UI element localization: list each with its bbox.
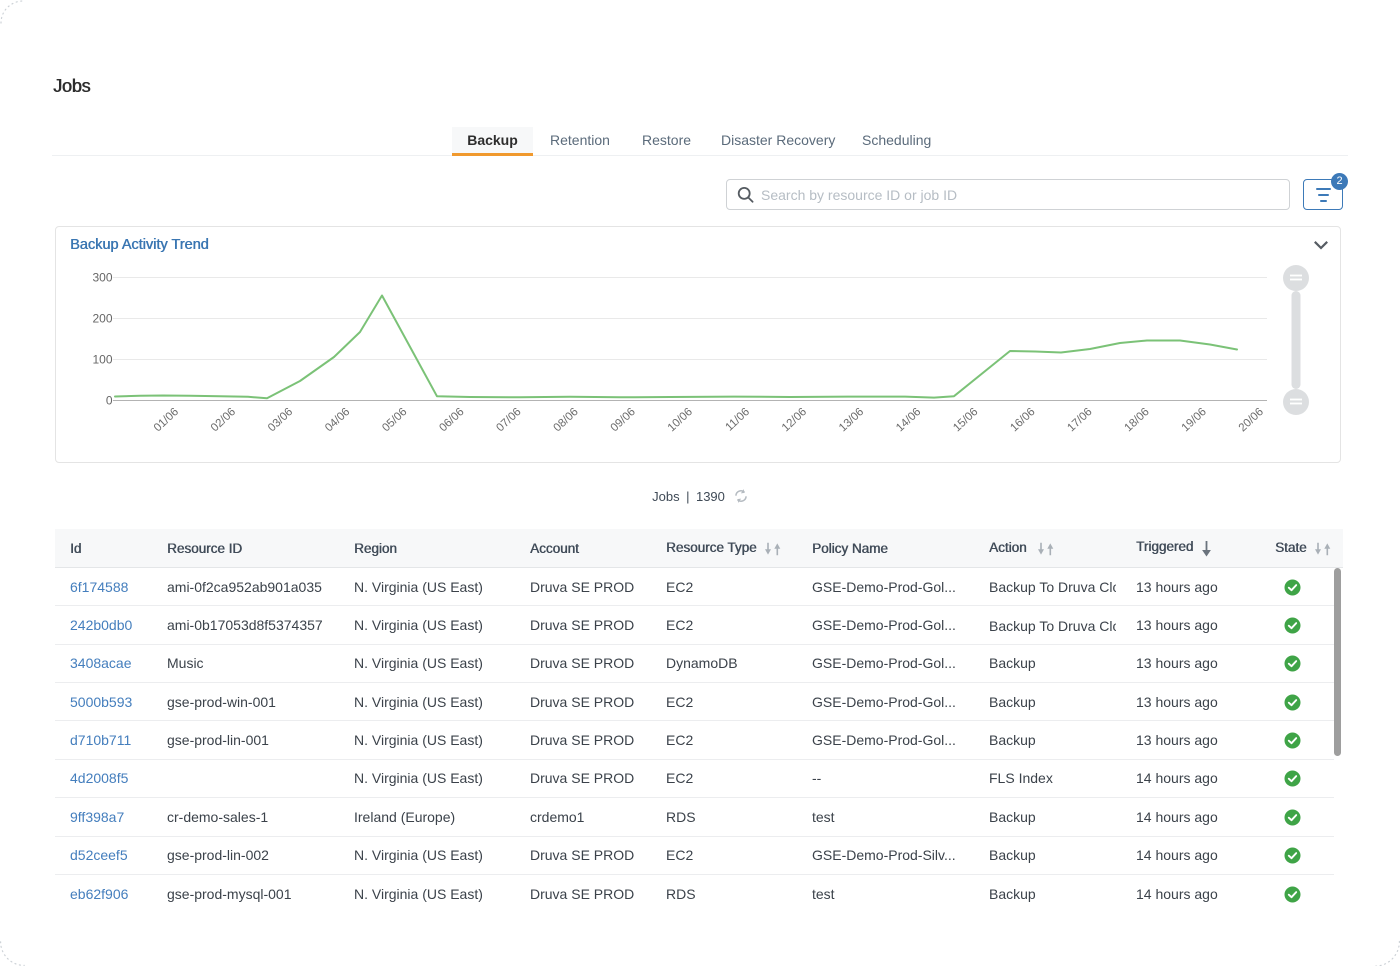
svg-text:14/06: 14/06 — [894, 406, 923, 434]
svg-text:13/06: 13/06 — [837, 406, 866, 434]
svg-text:10/06: 10/06 — [666, 406, 695, 434]
svg-text:02/06: 02/06 — [209, 406, 238, 434]
svg-text:100: 100 — [92, 353, 112, 367]
svg-text:16/06: 16/06 — [1008, 406, 1037, 434]
svg-text:0: 0 — [106, 394, 113, 408]
svg-text:17/06: 17/06 — [1065, 406, 1094, 434]
svg-text:07/06: 07/06 — [494, 406, 523, 434]
svg-text:01/06: 01/06 — [152, 406, 181, 434]
svg-text:20/06: 20/06 — [1237, 406, 1266, 434]
svg-text:18/06: 18/06 — [1123, 406, 1152, 434]
svg-text:06/06: 06/06 — [437, 406, 466, 434]
svg-text:08/06: 08/06 — [552, 406, 581, 434]
svg-text:03/06: 03/06 — [266, 406, 295, 434]
svg-text:15/06: 15/06 — [951, 406, 980, 434]
svg-text:09/06: 09/06 — [609, 406, 638, 434]
svg-text:04/06: 04/06 — [323, 406, 352, 434]
svg-text:05/06: 05/06 — [380, 406, 409, 434]
svg-text:12/06: 12/06 — [780, 406, 809, 434]
svg-text:200: 200 — [92, 312, 112, 326]
svg-text:300: 300 — [92, 271, 112, 285]
svg-text:11/06: 11/06 — [723, 406, 752, 434]
svg-text:19/06: 19/06 — [1180, 406, 1209, 434]
